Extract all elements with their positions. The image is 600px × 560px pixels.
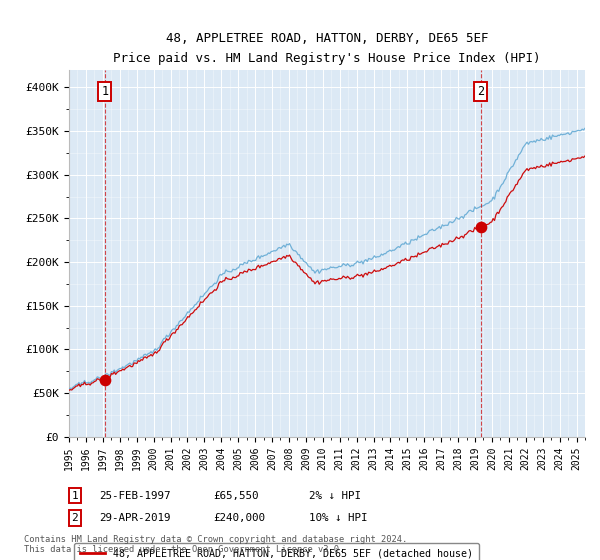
- Text: 25-FEB-1997: 25-FEB-1997: [99, 491, 170, 501]
- Text: 29-APR-2019: 29-APR-2019: [99, 513, 170, 523]
- Text: 2: 2: [477, 85, 484, 99]
- Text: £240,000: £240,000: [213, 513, 265, 523]
- Point: [476, 223, 485, 232]
- Text: £65,550: £65,550: [213, 491, 259, 501]
- Text: 2: 2: [71, 513, 79, 523]
- Text: 1: 1: [101, 85, 109, 99]
- Title: 48, APPLETREE ROAD, HATTON, DERBY, DE65 5EF
Price paid vs. HM Land Registry's Ho: 48, APPLETREE ROAD, HATTON, DERBY, DE65 …: [113, 32, 541, 64]
- Text: 10% ↓ HPI: 10% ↓ HPI: [309, 513, 367, 523]
- Text: This data is licensed under the Open Government Licence v3.0.: This data is licensed under the Open Gov…: [24, 545, 344, 554]
- Legend: 48, APPLETREE ROAD, HATTON, DERBY, DE65 5EF (detached house), HPI: Average price: 48, APPLETREE ROAD, HATTON, DERBY, DE65 …: [74, 543, 479, 560]
- Point: [100, 375, 110, 384]
- Text: 2% ↓ HPI: 2% ↓ HPI: [309, 491, 361, 501]
- Text: Contains HM Land Registry data © Crown copyright and database right 2024.: Contains HM Land Registry data © Crown c…: [24, 535, 407, 544]
- Text: 1: 1: [71, 491, 79, 501]
